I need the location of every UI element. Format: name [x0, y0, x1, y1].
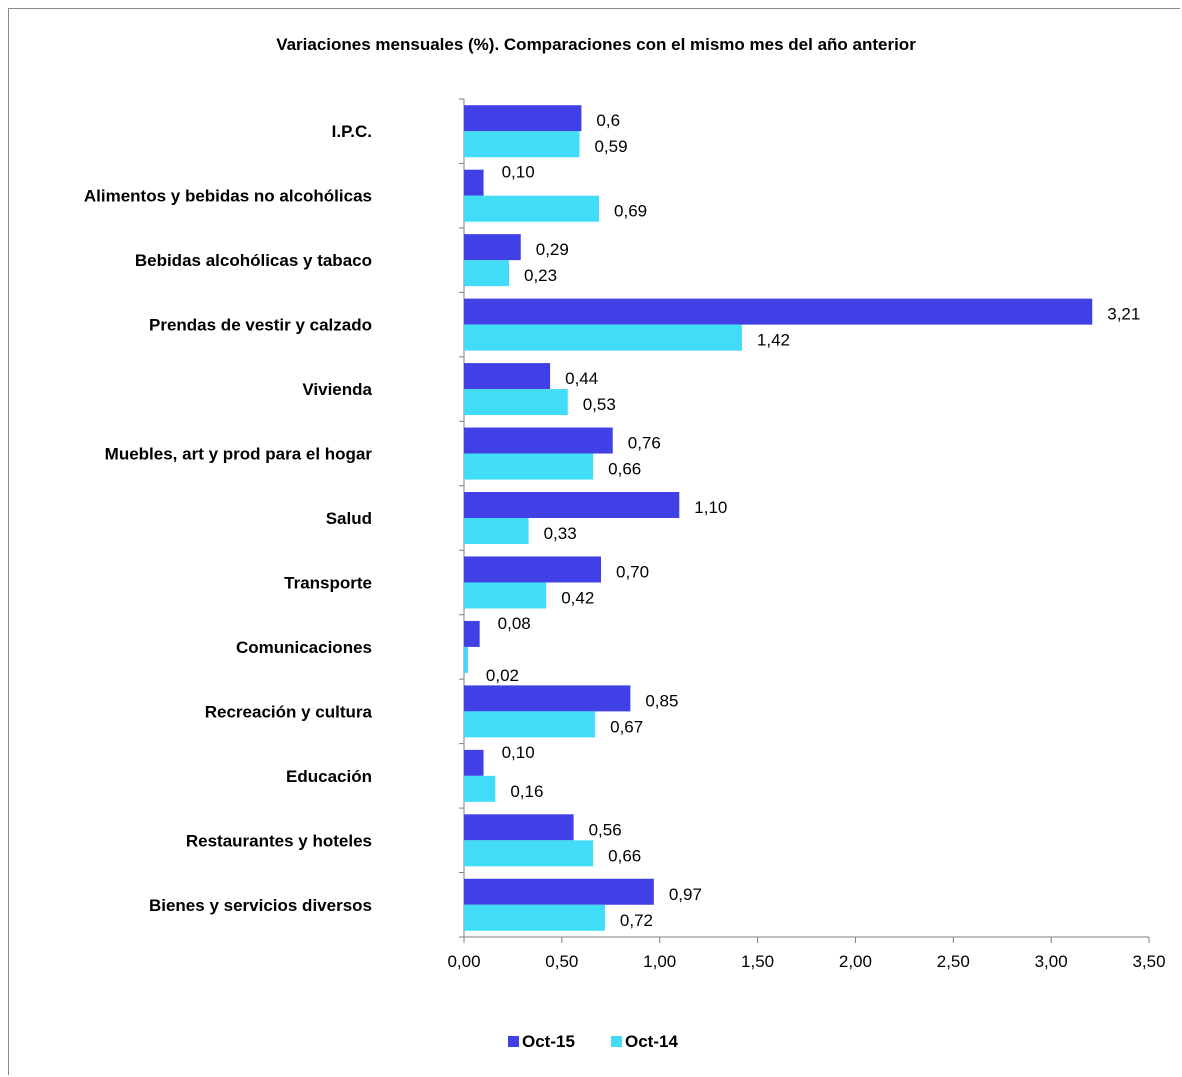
- data-label: 0,67: [610, 717, 643, 736]
- category-label: Muebles, art y prod para el hogar: [105, 445, 373, 464]
- chart-frame: [8, 8, 1180, 1075]
- data-label: 0,56: [589, 820, 622, 839]
- data-label: 0,10: [502, 163, 535, 182]
- plot-area: 0,00 0,50 1,00 1,50 2,00 2,50 3,00 3,50 I.P.C. 0,…: [84, 98, 1166, 971]
- bar-oct-14: [464, 646, 468, 673]
- data-label: 0,69: [614, 202, 647, 221]
- data-label: 0,76: [628, 434, 661, 453]
- bar-oct-14: [464, 775, 496, 802]
- bar-oct-14: [464, 711, 596, 738]
- bar-oct-14: [464, 324, 742, 351]
- bar-oct-15: [464, 814, 574, 841]
- category-label: Alimentos y bebidas no alcohólicas: [84, 187, 372, 206]
- category-label: Prendas de vestir y calzado: [149, 316, 372, 335]
- data-label: 0,42: [561, 588, 594, 607]
- data-label: 1,42: [757, 331, 790, 350]
- bar-oct-15: [464, 749, 484, 776]
- bar-oct-15: [464, 878, 654, 905]
- data-label: 0,66: [608, 460, 641, 479]
- data-label: 0,70: [616, 562, 649, 581]
- data-label: 0,08: [498, 614, 531, 633]
- x-tick-label: 2,00: [839, 952, 872, 971]
- data-label: 0,44: [565, 369, 598, 388]
- bar-oct-14: [464, 389, 568, 416]
- category-label: Bienes y servicios diversos: [149, 896, 372, 915]
- x-tick-label: 2,50: [937, 952, 970, 971]
- category-label: Salud: [326, 509, 372, 528]
- data-label: 0,53: [583, 395, 616, 414]
- data-label: 1,10: [694, 498, 727, 517]
- legend: Oct-15 Oct-14: [508, 1032, 678, 1051]
- x-tick-label: 1,50: [741, 952, 774, 971]
- bar-oct-14: [464, 453, 594, 480]
- category-label: Educación: [286, 767, 372, 786]
- bar-oct-15: [464, 105, 582, 132]
- bar-oct-14: [464, 195, 600, 222]
- data-label: 0,16: [510, 782, 543, 801]
- legend-swatch-oct-15: [508, 1036, 519, 1047]
- bar-oct-15: [464, 492, 680, 518]
- category-label: Transporte: [284, 573, 372, 592]
- data-label: 0,59: [594, 137, 627, 156]
- data-label: 0,23: [524, 266, 557, 285]
- bar-oct-15: [464, 298, 1093, 325]
- data-label: 0,97: [669, 885, 702, 904]
- bar-oct-14: [464, 904, 605, 931]
- legend-label: Oct-15: [522, 1032, 575, 1051]
- data-label: 0,02: [486, 666, 519, 685]
- category-label: Bebidas alcohólicas y tabaco: [135, 251, 372, 270]
- chart-title: Variaciones mensuales (%). Comparaciones…: [276, 35, 916, 54]
- bar-oct-15: [464, 427, 613, 454]
- category-label: Recreación y cultura: [205, 702, 373, 721]
- x-tick-label: 3,50: [1132, 952, 1165, 971]
- data-label: 0,10: [502, 743, 535, 762]
- bar-oct-15: [464, 620, 480, 647]
- bar-oct-14: [464, 131, 580, 158]
- bar-oct-14: [464, 840, 594, 867]
- bar-oct-15: [464, 685, 631, 712]
- data-label: 0,72: [620, 911, 653, 930]
- category-label: I.P.C.: [332, 122, 372, 141]
- bar-oct-14: [464, 260, 510, 287]
- data-label: 0,66: [608, 846, 641, 865]
- category-label: Vivienda: [302, 380, 372, 399]
- x-tick-label: 1,00: [643, 952, 676, 971]
- x-tick-label: 3,00: [1035, 952, 1068, 971]
- data-label: 0,6: [596, 111, 620, 130]
- bar-oct-15: [464, 556, 601, 583]
- category-label: Restaurantes y hoteles: [186, 831, 372, 850]
- bar-oct-15: [464, 363, 551, 390]
- data-label: 0,33: [544, 524, 577, 543]
- bar-oct-15: [464, 234, 521, 261]
- x-tick-label: 0,50: [545, 952, 578, 971]
- bar-oct-15: [464, 169, 484, 196]
- data-label: 0,29: [536, 240, 569, 259]
- data-label: 3,21: [1107, 305, 1140, 324]
- data-label: 0,85: [645, 691, 678, 710]
- category-label: Comunicaciones: [236, 638, 372, 657]
- bar-oct-14: [464, 582, 547, 609]
- x-tick-label: 0,00: [447, 952, 480, 971]
- legend-label: Oct-14: [625, 1032, 678, 1051]
- bar-oct-14: [464, 518, 529, 544]
- legend-swatch-oct-14: [611, 1036, 622, 1047]
